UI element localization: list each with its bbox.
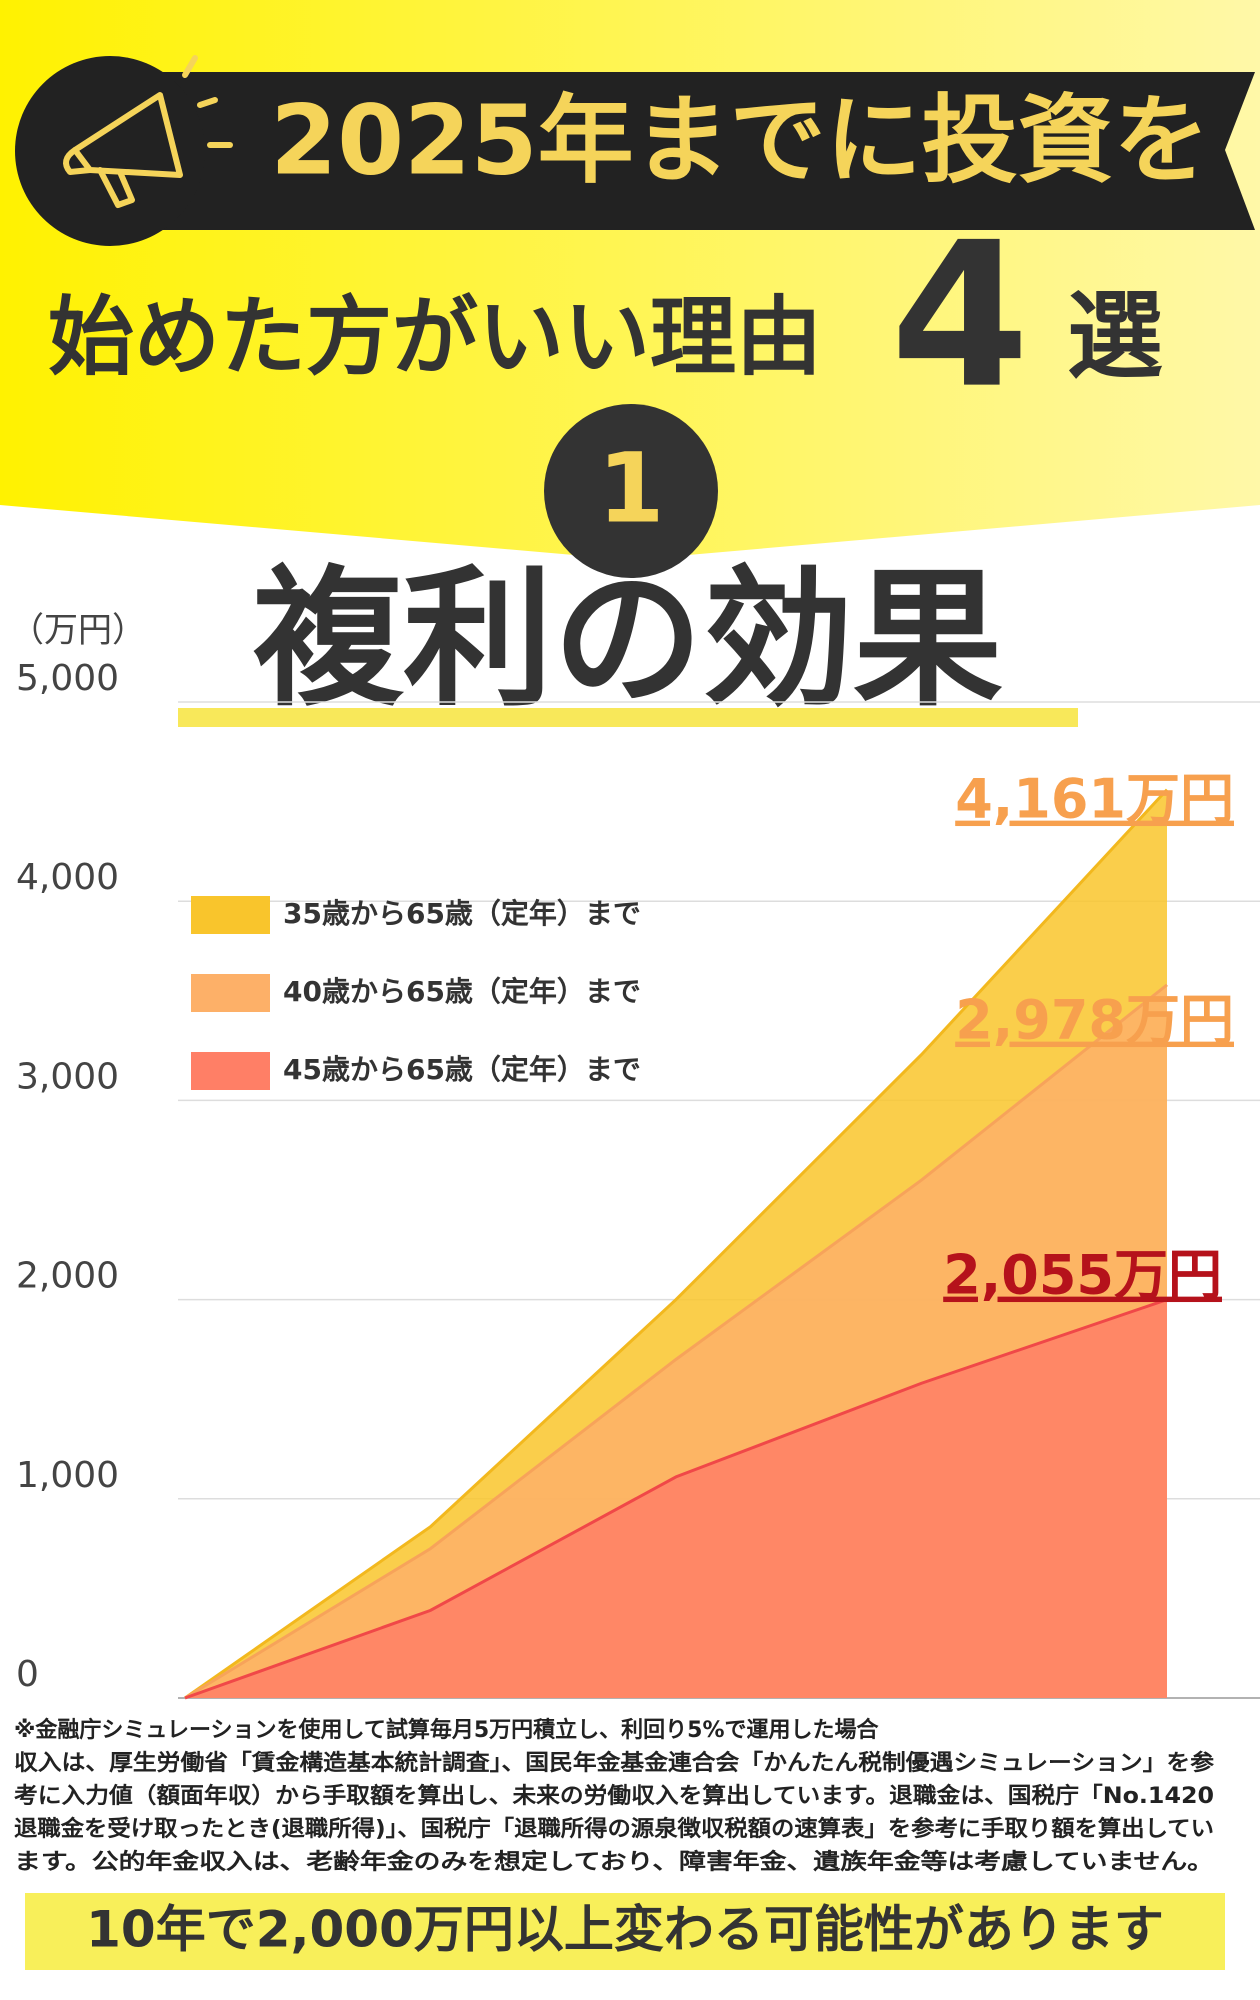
y-tick-label: 3,000	[16, 1056, 119, 1097]
y-tick-label: 5,000	[16, 658, 119, 699]
number-badge	[544, 404, 718, 578]
value-annotation: 2,055万円	[943, 1244, 1222, 1307]
legend-label: 35歳から65歳（定年）まで	[283, 897, 641, 930]
area	[185, 1299, 1167, 1698]
footnote: ます。公的年金収入は、老齢年金のみを想定しており、障害年金、遺族年金等は考慮して…	[14, 1849, 1214, 1875]
icon-circle	[15, 56, 205, 246]
conclusion: 10年で2,000万円以上変わる可能性があります	[86, 1901, 1164, 1959]
banner-title: 2025年までに投資を	[270, 84, 1209, 196]
count-suffix: 選	[1067, 280, 1163, 392]
y-tick-label: 1,000	[16, 1455, 119, 1496]
legend-swatch	[191, 1052, 270, 1090]
area-line	[184, 983, 1168, 1700]
conclusion-box	[25, 1893, 1225, 1970]
y-tick-label: 4,000	[16, 857, 119, 898]
footnote: ※金融庁シミュレーションを使用して試算毎月5万円積立し、利回り5%で運用した場合	[14, 1717, 880, 1743]
subtitle: 始めた方がいい理由	[48, 287, 822, 387]
y-tick-label: 0	[16, 1654, 39, 1695]
banner	[42, 72, 1256, 230]
megaphone-icon	[63, 55, 233, 208]
footnote: 退職金を受け取ったとき(退職所得)」、国税庁「退職所得の源泉徴収税額の速算表」を…	[14, 1816, 1214, 1842]
footnote: 収入は、厚生労働省「賃金構造基本統計調査」、国民年金基金連合会「かんたん税制優遇…	[14, 1750, 1214, 1776]
heading-underline	[178, 708, 1078, 727]
area-line	[184, 788, 1169, 1700]
legend-swatch	[191, 974, 270, 1012]
y-tick-label: 2,000	[16, 1256, 119, 1297]
number: 1	[598, 432, 665, 544]
value-annotation: 2,978万円	[955, 989, 1234, 1052]
heading: 複利の効果	[253, 553, 1003, 727]
footnote: 考に入力値（額面年収）から手取額を算出し、未来の労働収入を算出しています。退職金…	[14, 1783, 1214, 1809]
value-annotation: 4,161万円	[955, 768, 1234, 831]
area-line	[184, 1298, 1168, 1700]
legend-label: 40歳から65歳（定年）まで	[283, 975, 641, 1008]
y-axis-label: （万円）	[10, 611, 146, 651]
count: 4	[890, 200, 1029, 433]
legend-label: 45歳から65歳（定年）まで	[283, 1053, 641, 1086]
legend-swatch	[191, 896, 270, 934]
